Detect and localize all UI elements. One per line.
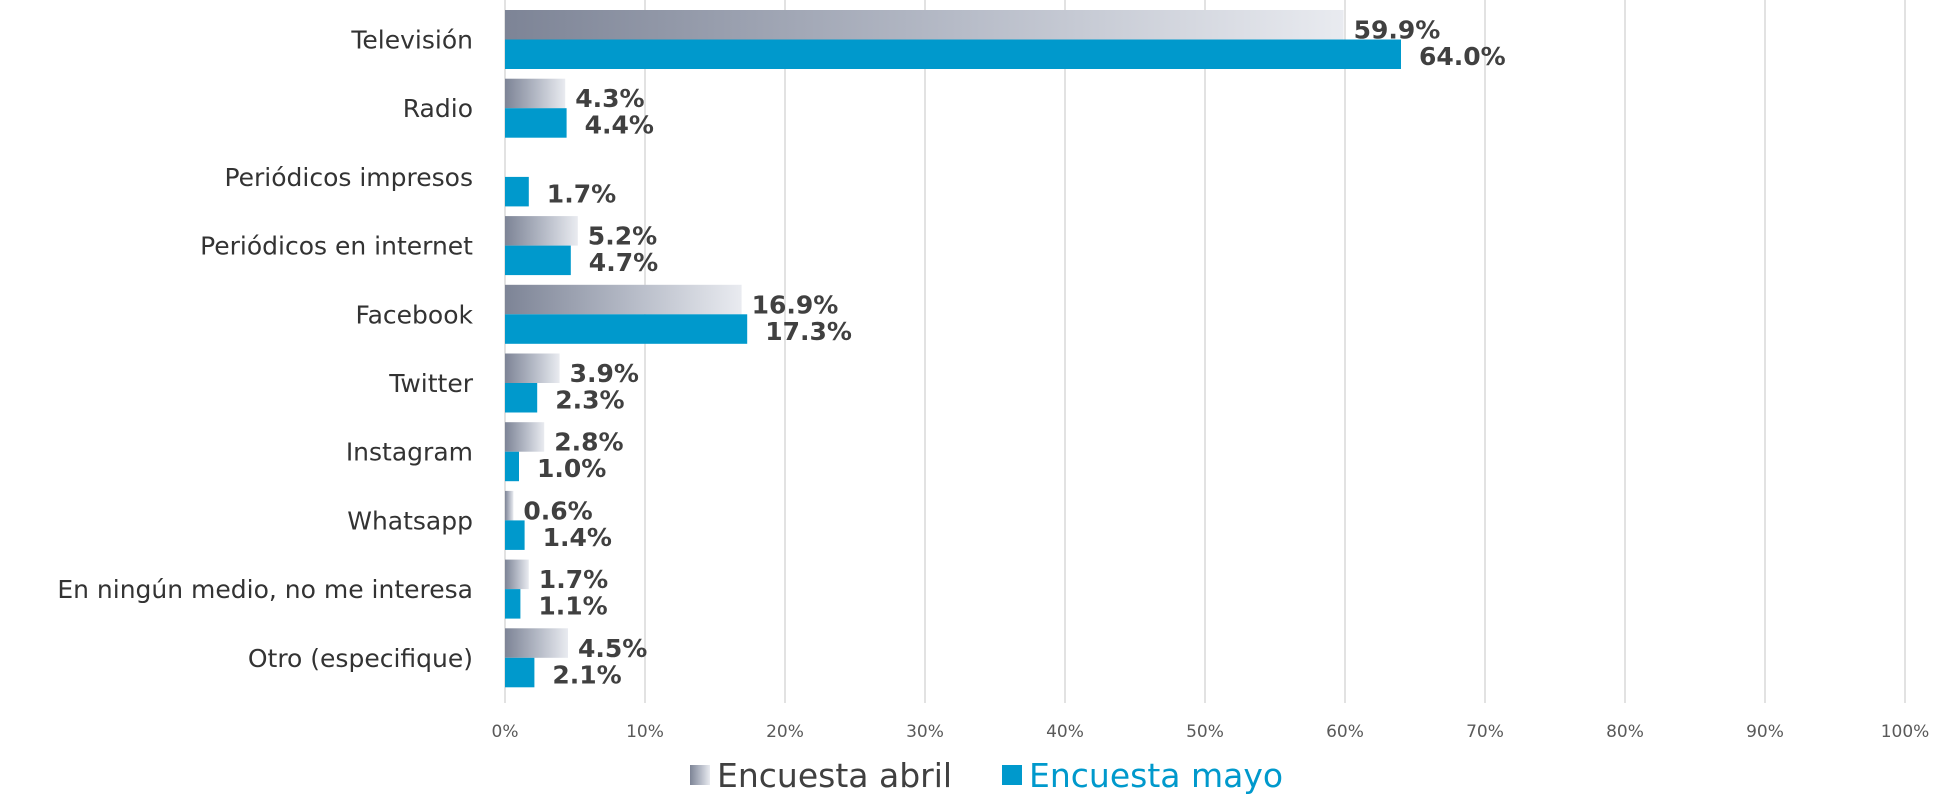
category-label: Twitter (388, 369, 474, 398)
x-tick-label: 30% (906, 722, 944, 742)
bar-encuesta-mayo (505, 520, 525, 550)
bar-encuesta-abril (505, 490, 514, 521)
x-tick-label: 40% (1046, 722, 1084, 742)
data-labels: 59.9%64.0% 4.3%4.4% 1.7% 5.2%4.7% 16.9%17.3%… (523, 16, 1505, 690)
data-label: 4.3% (575, 84, 644, 113)
category-label: Periódicos en internet (200, 232, 473, 261)
bar-encuesta-mayo (505, 383, 538, 413)
data-label: 59.9% (1354, 16, 1441, 45)
x-tick-label: 80% (1606, 722, 1644, 742)
bar-encuesta-abril (505, 422, 545, 452)
data-label: 4.4% (585, 111, 654, 140)
bar-encuesta-mayo (505, 245, 571, 276)
category-label: Facebook (356, 300, 474, 329)
data-label: 1.4% (543, 523, 612, 552)
bar-encuesta-mayo (505, 657, 535, 688)
bar-encuesta-mayo (505, 589, 521, 619)
legend-label-abril: Encuesta abril (717, 756, 952, 795)
legend-label-mayo: Encuesta mayo (1029, 756, 1283, 795)
category-labels: Televisión Radio Periódicos impresos Periód… (57, 26, 473, 673)
bar-encuesta-mayo (505, 451, 519, 482)
data-label: 1.1% (538, 592, 607, 621)
x-tick-label: 70% (1466, 722, 1504, 742)
bar-encuesta-abril (505, 559, 529, 590)
category-label: Whatsapp (347, 506, 473, 535)
category-label: Radio (403, 94, 473, 123)
x-tick-label: 90% (1746, 722, 1784, 742)
bars (505, 10, 1401, 688)
x-tick-label: 0% (492, 722, 519, 742)
data-label: 4.7% (589, 248, 658, 277)
bar-encuesta-mayo (505, 39, 1401, 69)
gridlines (504, 0, 1906, 703)
category-label: En ningún medio, no me interesa (57, 575, 473, 604)
x-axis-ticks: 0% 10% 20% 30% 40% 50% 60% 70% 80% 90% 100% (492, 722, 1930, 742)
legend-swatch-abril (690, 765, 710, 785)
data-label: 3.9% (570, 359, 639, 388)
data-label: 2.8% (554, 428, 623, 457)
bar-encuesta-mayo (505, 314, 748, 344)
bar-encuesta-abril (505, 78, 566, 109)
category-label: Televisión (350, 26, 473, 55)
data-label: 1.0% (537, 454, 606, 483)
data-label: 1.7% (539, 565, 608, 594)
category-label: Instagram (346, 438, 473, 467)
data-label: 5.2% (588, 222, 657, 251)
legend: Encuesta abril Encuesta mayo (690, 756, 1283, 795)
x-tick-label: 50% (1186, 722, 1224, 742)
bar-encuesta-abril (505, 10, 1344, 40)
data-label: 17.3% (765, 317, 852, 346)
data-label: 2.3% (555, 386, 624, 415)
data-label: 1.7% (547, 179, 616, 208)
data-label: 2.1% (552, 660, 621, 689)
x-tick-label: 20% (766, 722, 804, 742)
legend-swatch-mayo (1002, 765, 1022, 785)
x-tick-label: 100% (1881, 722, 1930, 742)
bar-encuesta-mayo (505, 176, 529, 207)
category-label: Periódicos impresos (224, 163, 473, 192)
bar-encuesta-abril (505, 353, 560, 383)
bar-encuesta-mayo (505, 108, 567, 138)
bar-encuesta-abril (505, 216, 578, 246)
data-label: 4.5% (578, 634, 647, 663)
bar-encuesta-abril (505, 628, 568, 658)
x-tick-label: 60% (1326, 722, 1364, 742)
data-label: 16.9% (752, 290, 839, 319)
data-label: 64.0% (1419, 42, 1506, 71)
bar-encuesta-abril (505, 284, 742, 315)
x-tick-label: 10% (626, 722, 664, 742)
data-label: 0.6% (523, 496, 592, 525)
category-label: Otro (especifique) (248, 644, 473, 673)
